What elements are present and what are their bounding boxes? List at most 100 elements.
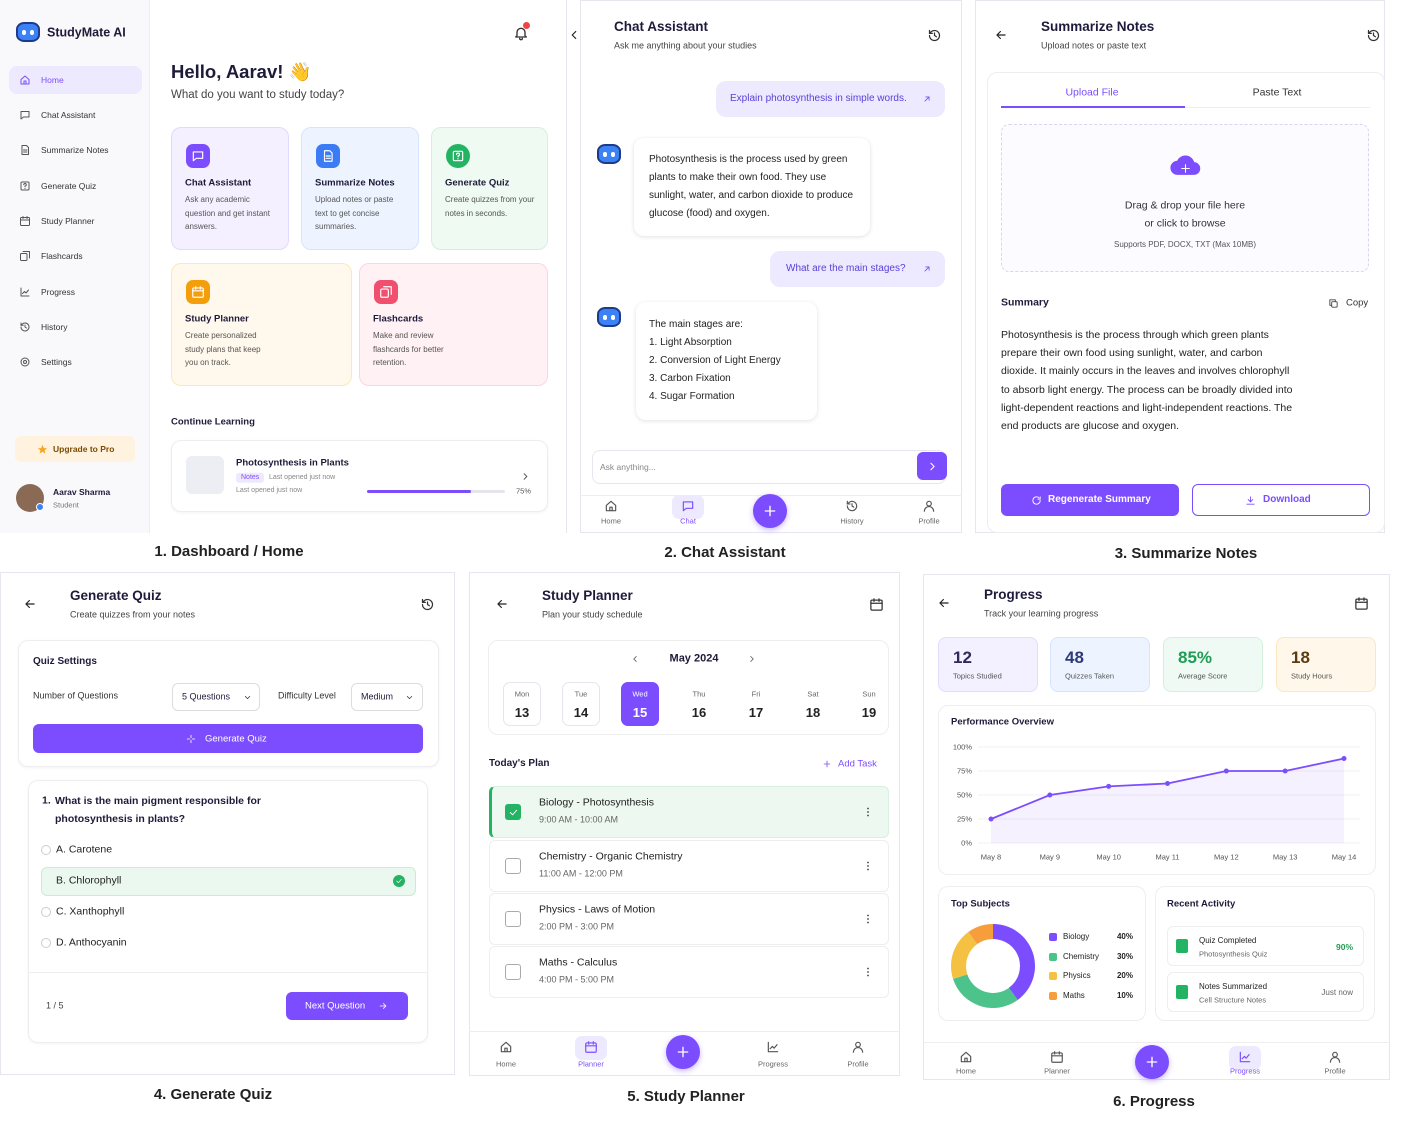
button[interactable]	[1192, 484, 1370, 516]
day-date[interactable]: 19	[861, 705, 877, 721]
chart-icon	[767, 1041, 779, 1053]
tab[interactable]: Paste Text	[1252, 86, 1302, 99]
tab-label[interactable]: Planner	[578, 1059, 604, 1069]
radio[interactable]	[41, 938, 51, 948]
day-name[interactable]: Fri	[751, 689, 761, 699]
thumbnail	[186, 456, 224, 494]
add-task[interactable]: Add Task	[838, 758, 877, 770]
progress-fill	[367, 490, 471, 493]
option-selected[interactable]	[41, 867, 416, 896]
day-name[interactable]: Sun	[862, 689, 876, 699]
home-icon	[20, 75, 30, 85]
tab-label[interactable]: Home	[955, 1066, 977, 1076]
tab[interactable]: Upload File	[1065, 86, 1119, 99]
tab-label[interactable]: Home	[495, 1059, 517, 1069]
tab-label[interactable]: History	[840, 516, 864, 526]
chat-input[interactable]	[592, 450, 946, 484]
nav-item[interactable]: Chat Assistant	[41, 109, 96, 120]
copy-icon	[1328, 298, 1336, 306]
day-date[interactable]: 16	[691, 705, 707, 721]
radio[interactable]	[41, 845, 51, 855]
day-name[interactable]: Mon	[514, 689, 530, 699]
day-date[interactable]: 17	[748, 705, 764, 721]
checkbox[interactable]	[505, 858, 521, 874]
task-title: Biology - Photosynthesis	[539, 796, 654, 809]
nav-item[interactable]: Home	[41, 74, 64, 85]
day-name[interactable]: Thu	[692, 689, 706, 699]
button-label[interactable]: Next Question	[305, 1000, 366, 1012]
task-card[interactable]	[489, 786, 889, 838]
copy-button[interactable]: Copy	[1346, 297, 1369, 309]
nav-item[interactable]: History	[41, 321, 68, 332]
tab-label[interactable]: Profile	[1324, 1066, 1346, 1076]
doc-icon	[23, 149, 28, 153]
plus-icon	[1180, 163, 1190, 173]
nav-item[interactable]: Flashcards	[41, 250, 83, 261]
button[interactable]	[1001, 484, 1179, 516]
option[interactable]: D. Anthocyanin	[56, 936, 127, 949]
task-card[interactable]	[489, 893, 889, 945]
nav-item[interactable]: Summarize Notes	[41, 144, 109, 155]
user-icon	[1329, 1057, 1341, 1063]
send-button[interactable]	[917, 452, 947, 480]
button[interactable]	[286, 992, 408, 1020]
browse-link[interactable]: or click to browse	[1144, 217, 1226, 230]
option[interactable]: A. Carotene	[56, 843, 113, 856]
chart-icon	[1239, 1051, 1251, 1063]
radio[interactable]	[41, 907, 51, 917]
value-label: 20%	[1116, 971, 1133, 981]
dropdown[interactable]	[172, 683, 260, 711]
task-card[interactable]	[489, 840, 889, 892]
upgrade-button[interactable]	[15, 436, 135, 462]
day-date[interactable]: 15	[632, 705, 648, 721]
tab-label[interactable]: Home	[600, 516, 622, 526]
nav-item[interactable]: Generate Quiz	[41, 180, 97, 191]
chart-icon	[769, 1044, 778, 1050]
dropzone[interactable]	[1001, 124, 1369, 272]
tab-highlight	[1229, 1046, 1261, 1070]
checkbox[interactable]	[505, 911, 521, 927]
x-tick-label: May 12	[1214, 852, 1239, 862]
day-name[interactable]: Sat	[807, 689, 819, 699]
tab-label[interactable]: Profile	[918, 516, 940, 526]
day-selected[interactable]	[621, 682, 659, 726]
tab-label[interactable]: Chat	[680, 516, 696, 526]
greeting: Hello, Aarav! 👋	[171, 60, 312, 82]
nav-item[interactable]: Study Planner	[41, 215, 95, 226]
day-name[interactable]: Wed	[632, 689, 648, 699]
bot-eye	[29, 30, 34, 35]
day-box[interactable]	[562, 682, 600, 726]
kebab-icon	[867, 918, 869, 920]
day-name[interactable]: Tue	[574, 689, 588, 699]
quiz-icon	[23, 183, 27, 189]
tab-label[interactable]: Planner	[1044, 1066, 1070, 1076]
option[interactable]: C. Xanthophyll	[56, 905, 125, 918]
nav-item[interactable]: Progress	[41, 286, 76, 297]
tab-label[interactable]: Progress	[757, 1059, 789, 1069]
divider	[28, 972, 428, 973]
button-label[interactable]: Download	[1263, 494, 1311, 505]
task-card[interactable]	[489, 946, 889, 998]
button[interactable]	[33, 724, 423, 753]
option[interactable]: B. Chlorophyll	[56, 874, 122, 887]
button-label[interactable]: Generate Quiz	[205, 733, 267, 745]
day-date[interactable]: 13	[514, 705, 530, 721]
checkbox-checked[interactable]	[505, 804, 521, 820]
tab-label[interactable]: Progress	[1229, 1066, 1261, 1076]
screen-title: Study Planner	[542, 587, 633, 603]
day-box[interactable]	[503, 682, 541, 726]
day-date[interactable]: 14	[573, 705, 589, 721]
tab-label[interactable]: Profile	[847, 1059, 869, 1069]
dropdown[interactable]	[351, 683, 423, 711]
plus-icon	[1180, 163, 1190, 173]
button-label[interactable]: Regenerate Summary	[1048, 494, 1151, 505]
kebab-icon	[867, 921, 869, 924]
continue-card[interactable]	[171, 440, 548, 512]
nav-item[interactable]: Settings	[41, 356, 72, 367]
plus-icon	[677, 1046, 689, 1058]
checkbox[interactable]	[505, 964, 521, 980]
placeholder[interactable]: Ask anything...	[600, 461, 656, 472]
day-date[interactable]: 18	[805, 705, 821, 721]
doc-icon	[323, 150, 333, 162]
